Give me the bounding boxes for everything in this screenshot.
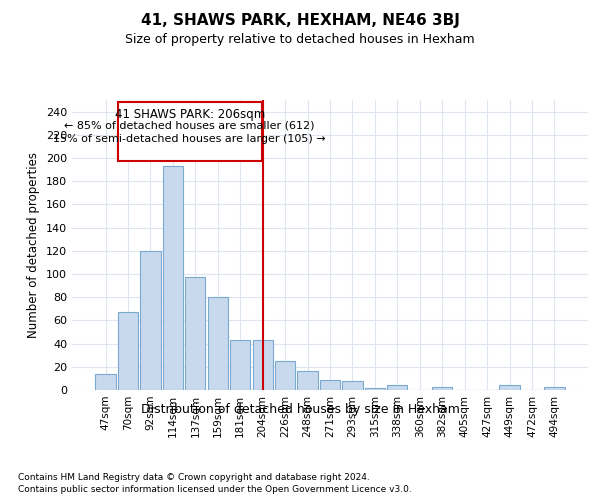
Text: 41 SHAWS PARK: 206sqm: 41 SHAWS PARK: 206sqm: [115, 108, 265, 121]
Text: Distribution of detached houses by size in Hexham: Distribution of detached houses by size …: [140, 402, 460, 415]
Bar: [343, 380, 362, 390]
Bar: [253, 340, 273, 390]
Bar: [387, 386, 407, 390]
Bar: [163, 166, 183, 390]
Bar: [544, 386, 565, 390]
Bar: [298, 372, 317, 390]
Bar: [499, 386, 520, 390]
Text: Contains public sector information licensed under the Open Government Licence v3: Contains public sector information licen…: [18, 485, 412, 494]
Bar: [118, 312, 138, 390]
FancyBboxPatch shape: [118, 102, 262, 162]
Text: Size of property relative to detached houses in Hexham: Size of property relative to detached ho…: [125, 32, 475, 46]
Bar: [365, 388, 385, 390]
Bar: [275, 361, 295, 390]
Bar: [140, 251, 161, 390]
Bar: [320, 380, 340, 390]
Bar: [432, 386, 452, 390]
Bar: [230, 340, 250, 390]
Y-axis label: Number of detached properties: Number of detached properties: [28, 152, 40, 338]
Bar: [208, 297, 228, 390]
Bar: [185, 278, 205, 390]
Bar: [95, 374, 116, 390]
Text: 41, SHAWS PARK, HEXHAM, NE46 3BJ: 41, SHAWS PARK, HEXHAM, NE46 3BJ: [140, 12, 460, 28]
Text: ← 85% of detached houses are smaller (612): ← 85% of detached houses are smaller (61…: [64, 121, 315, 131]
Text: Contains HM Land Registry data © Crown copyright and database right 2024.: Contains HM Land Registry data © Crown c…: [18, 472, 370, 482]
Text: 15% of semi-detached houses are larger (105) →: 15% of semi-detached houses are larger (…: [53, 134, 326, 143]
